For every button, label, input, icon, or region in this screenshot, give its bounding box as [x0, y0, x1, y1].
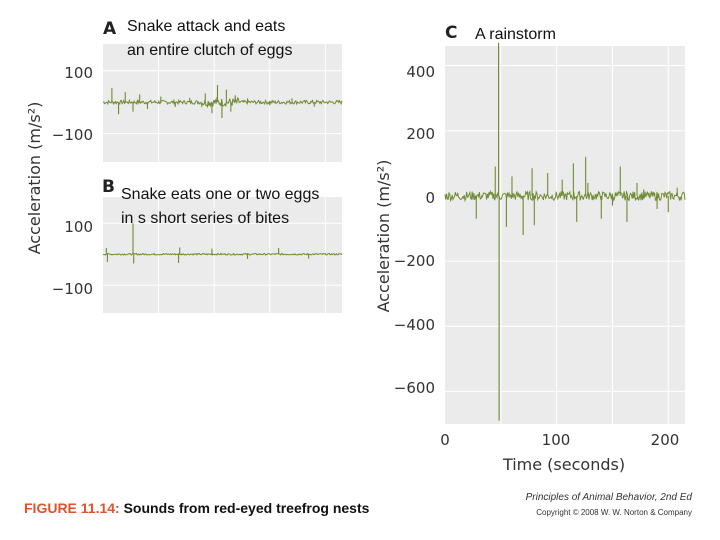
panel-b: B Snake eats one or two eggs in s short … [52, 177, 343, 313]
panel-c-xtick-0: 0 [440, 431, 450, 449]
panel-c-ytick-200: 200 [406, 125, 435, 143]
figure-caption: FIGURE 11.14: Sounds from red-eyed treef… [24, 500, 369, 516]
panel-b-ytick-100: 100 [64, 218, 93, 236]
panel-c-ytick-0: 0 [425, 189, 435, 207]
panel-c-ytick-neg200: −200 [394, 252, 435, 270]
panel-c-baseline [444, 189, 686, 203]
figure-caption-text: Sounds from red-eyed treefrog nests [123, 500, 370, 516]
panel-a-ytick-100: 100 [64, 64, 93, 82]
panel-c-title: A rainstorm [475, 26, 556, 43]
panel-c-x-axis-label: Time (seconds) [502, 455, 625, 474]
panel-b-background [103, 197, 342, 313]
panel-c-background [445, 46, 685, 424]
figure-number: FIGURE 11.14: [24, 500, 120, 516]
panel-a-trace [102, 84, 343, 118]
panel-c-ytick-neg600: −600 [394, 379, 435, 397]
panel-c-y-axis-label: Acceleration (m/s²) [374, 160, 393, 313]
panel-c-ytick-400: 400 [406, 63, 435, 81]
panel-c-yticks: 400 200 0 −200 −400 −600 [394, 63, 435, 397]
panel-b-baseline [102, 252, 343, 256]
panel-a-ytick-neg100: −100 [52, 126, 93, 144]
panel-b-trace [102, 223, 343, 264]
panel-b-title-line2: in s short series of bites [121, 210, 289, 227]
left-y-axis-label: Acceleration (m/s²) [25, 102, 44, 255]
panel-a-title-line1: Snake attack and eats [127, 18, 285, 35]
panel-c: C A rainstorm 400 200 0 −200 −400 −600 0… [374, 23, 686, 474]
panel-c-grid [445, 46, 685, 424]
panel-c-xtick-200: 200 [651, 431, 680, 449]
panel-c-trace [444, 42, 686, 421]
panel-b-ytick-neg100: −100 [52, 280, 93, 298]
panel-c-xtick-100: 100 [542, 431, 571, 449]
panel-a-letter: A [103, 19, 117, 39]
panel-c-letter: C [445, 23, 457, 43]
panel-a-baseline [102, 96, 343, 109]
panel-b-title-line1: Snake eats one or two eggs [121, 186, 319, 203]
copyright-notice: Copyright © 2008 W. W. Norton & Company [536, 508, 692, 517]
panel-a-title-line2: an entire clutch of eggs [127, 42, 292, 59]
panel-c-ytick-neg400: −400 [394, 316, 435, 334]
book-title: Principles of Animal Behavior, 2nd Ed [525, 492, 692, 503]
panel-b-letter: B [102, 177, 115, 197]
panel-a: A Snake attack and eats an entire clutch… [52, 18, 343, 162]
